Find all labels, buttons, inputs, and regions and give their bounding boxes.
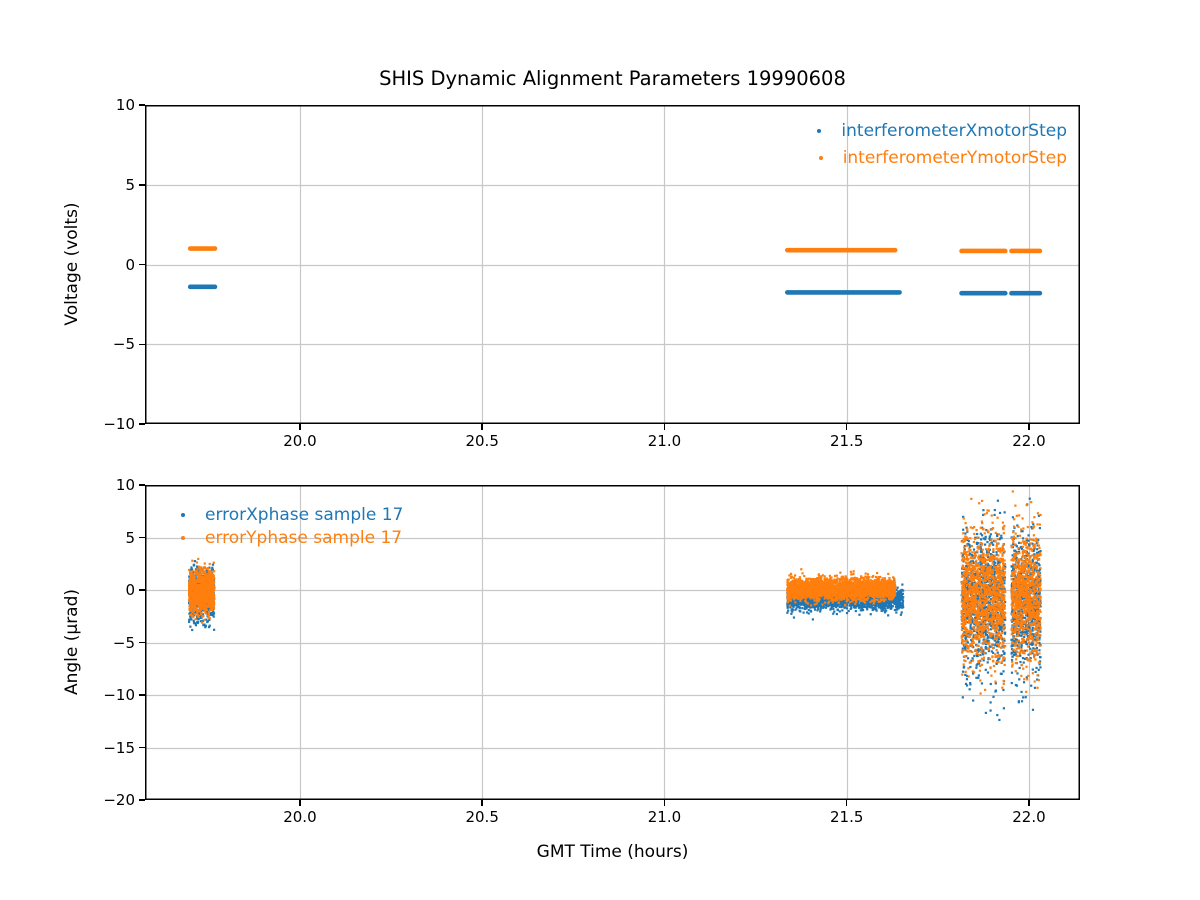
x-tick-label: 21.0 bbox=[647, 808, 682, 826]
y-tick-mark bbox=[139, 799, 145, 801]
x-tick-mark bbox=[481, 800, 483, 806]
x-tick-label: 20.5 bbox=[465, 432, 499, 450]
x-tick-mark bbox=[663, 800, 666, 806]
y-tick-mark bbox=[139, 263, 145, 266]
legend-item-interferometer-x: interferometerXmotorStep bbox=[817, 117, 1067, 144]
legend-item-interferometer-y: interferometerYmotorStep bbox=[818, 144, 1067, 171]
x-tick-mark bbox=[663, 424, 666, 430]
bottom-plot-canvas bbox=[145, 485, 1080, 800]
y-tick-label: −5 bbox=[112, 335, 135, 354]
y-tick-mark bbox=[139, 104, 145, 106]
y-tick-label: −10 bbox=[103, 415, 135, 433]
y-tick-mark bbox=[139, 746, 145, 749]
y-tick-mark bbox=[139, 536, 145, 539]
x-tick-label: 22.0 bbox=[1012, 432, 1046, 450]
bottom-legend: errorXphase sample 17 errorYphase sample… bbox=[181, 503, 403, 549]
x-tick-mark bbox=[1028, 424, 1030, 430]
top-axes-voltage-plot: interferometerXmotorStep interferometerY… bbox=[103, 97, 1080, 449]
legend-label: errorYphase sample 17 bbox=[205, 527, 403, 548]
top-y-axis-label: Voltage (volts) bbox=[62, 202, 82, 326]
legend-label: interferometerXmotorStep bbox=[841, 120, 1067, 141]
scatter-dot-icon bbox=[817, 128, 822, 133]
y-tick-mark bbox=[139, 484, 145, 486]
x-tick-mark bbox=[299, 800, 301, 806]
y-tick-mark bbox=[139, 343, 145, 345]
y-tick-mark bbox=[139, 694, 145, 696]
x-tick-label: 21.0 bbox=[647, 432, 682, 450]
legend-label: errorXphase sample 17 bbox=[205, 504, 404, 525]
y-tick-label: 10 bbox=[115, 476, 135, 494]
bottom-y-axis-label: Angle (μrad) bbox=[62, 588, 82, 696]
top-plot-canvas bbox=[145, 105, 1080, 424]
y-tick-label: −10 bbox=[103, 686, 135, 704]
scatter-dot-icon bbox=[818, 155, 823, 160]
y-tick-mark bbox=[139, 641, 145, 644]
y-tick-label: 0 bbox=[125, 255, 135, 274]
bottom-axes-angle-plot: errorXphase sample 17 errorYphase sample… bbox=[103, 477, 1080, 825]
figure-title: SHIS Dynamic Alignment Parameters 199906… bbox=[379, 67, 846, 90]
y-tick-label: 5 bbox=[125, 528, 135, 547]
y-tick-label: −5 bbox=[112, 633, 135, 652]
x-tick-label: 21.5 bbox=[830, 808, 864, 826]
x-tick-label: 20.5 bbox=[465, 808, 499, 826]
x-tick-label: 21.5 bbox=[830, 432, 864, 450]
x-axis-label: GMT Time (hours) bbox=[536, 842, 689, 862]
y-tick-label: 10 bbox=[115, 96, 135, 114]
top-legend: interferometerXmotorStep interferometerY… bbox=[817, 117, 1067, 171]
legend-item-error-y-phase: errorYphase sample 17 bbox=[181, 526, 402, 549]
x-tick-mark bbox=[845, 424, 848, 430]
y-tick-label: 0 bbox=[125, 581, 135, 599]
x-tick-label: 20.0 bbox=[283, 432, 317, 450]
y-tick-mark bbox=[139, 423, 145, 425]
scatter-dot-icon bbox=[181, 512, 185, 517]
y-tick-mark bbox=[139, 184, 145, 186]
y-tick-label: 5 bbox=[125, 175, 135, 194]
y-tick-label: −15 bbox=[103, 738, 135, 757]
y-tick-mark bbox=[139, 589, 145, 591]
scatter-dot-icon bbox=[181, 535, 185, 540]
legend-label: interferometerYmotorStep bbox=[842, 147, 1067, 168]
x-tick-label: 20.0 bbox=[283, 808, 317, 826]
x-tick-mark bbox=[845, 800, 848, 806]
x-tick-mark bbox=[481, 424, 483, 430]
x-tick-label: 22.0 bbox=[1012, 808, 1046, 826]
legend-item-error-x-phase: errorXphase sample 17 bbox=[181, 503, 403, 526]
x-tick-mark bbox=[1028, 800, 1030, 806]
x-tick-mark bbox=[299, 424, 301, 430]
y-tick-label: −20 bbox=[103, 791, 135, 809]
